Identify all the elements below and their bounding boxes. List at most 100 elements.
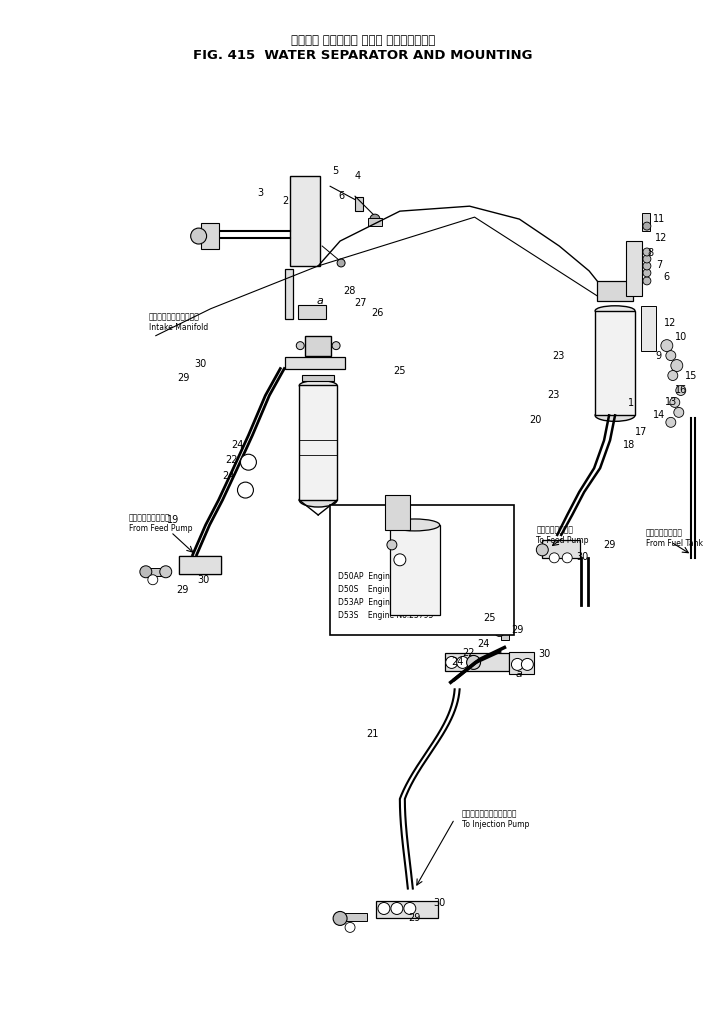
Text: From Feed Pump: From Feed Pump	[129, 524, 193, 534]
Text: 30: 30	[198, 574, 209, 585]
Bar	[302, 375, 334, 381]
Ellipse shape	[595, 306, 635, 315]
Ellipse shape	[390, 519, 440, 530]
Text: 14: 14	[653, 411, 665, 421]
Bar	[368, 218, 382, 226]
Circle shape	[148, 574, 158, 585]
Bar	[641, 306, 656, 350]
Text: To Feed Pump: To Feed Pump	[537, 537, 589, 546]
Circle shape	[297, 342, 304, 349]
Bar	[390, 525, 440, 614]
Text: D50S    Engine No.23308-: D50S Engine No.23308-	[338, 585, 436, 594]
Text: 3: 3	[257, 188, 263, 199]
Circle shape	[378, 902, 390, 914]
Bar	[330, 505, 515, 635]
Text: 4: 4	[355, 171, 361, 181]
Text: 30: 30	[195, 358, 206, 369]
Circle shape	[643, 222, 651, 230]
Text: 18: 18	[623, 440, 635, 451]
Text: 23: 23	[547, 390, 560, 400]
Bar	[542, 540, 580, 558]
Text: インジェクションポンプへ: インジェクションポンプへ	[462, 809, 517, 818]
Text: 12: 12	[664, 317, 676, 328]
Bar	[626, 241, 642, 296]
Text: 24: 24	[231, 440, 244, 451]
Bar	[595, 310, 635, 416]
Bar	[179, 556, 220, 573]
Circle shape	[160, 566, 172, 578]
Text: 8: 8	[648, 248, 654, 258]
Circle shape	[632, 254, 642, 264]
Bar	[149, 567, 169, 575]
Text: FIG. 415  WATER SEPARATOR AND MOUNTING: FIG. 415 WATER SEPARATOR AND MOUNTING	[193, 49, 533, 62]
Text: 29: 29	[409, 913, 421, 924]
Text: 22: 22	[462, 648, 475, 658]
Circle shape	[550, 553, 559, 563]
Bar	[597, 281, 633, 301]
Text: 30: 30	[576, 552, 588, 562]
Text: 16: 16	[675, 385, 687, 395]
Text: 24: 24	[222, 471, 235, 481]
Text: Intake Manifold: Intake Manifold	[149, 324, 208, 332]
Text: a: a	[317, 296, 324, 306]
Circle shape	[643, 262, 651, 270]
Text: フェルタンクから: フェルタンクから	[646, 528, 683, 538]
Text: 29: 29	[603, 540, 615, 550]
Circle shape	[238, 482, 254, 498]
Text: ウォータ セパレータ および マウンティング: ウォータ セパレータ および マウンティング	[291, 35, 435, 47]
Text: 6: 6	[664, 272, 670, 282]
Text: 25: 25	[393, 366, 406, 376]
Circle shape	[643, 255, 651, 263]
Circle shape	[333, 911, 347, 926]
Circle shape	[676, 385, 686, 395]
Text: 12: 12	[655, 233, 667, 243]
Bar	[285, 269, 293, 318]
Text: 21: 21	[366, 729, 378, 739]
Circle shape	[511, 658, 523, 671]
Circle shape	[643, 276, 651, 285]
Circle shape	[140, 566, 152, 578]
Circle shape	[666, 418, 676, 427]
Text: 10: 10	[675, 332, 687, 342]
Circle shape	[671, 359, 683, 372]
Circle shape	[632, 247, 642, 257]
Text: 20: 20	[529, 416, 542, 425]
Circle shape	[643, 248, 651, 256]
Bar	[642, 213, 650, 231]
Text: 29: 29	[511, 625, 523, 635]
Ellipse shape	[595, 410, 635, 421]
Circle shape	[370, 214, 380, 224]
Circle shape	[666, 350, 676, 360]
Text: D53S    Engine No.23795~: D53S Engine No.23795~	[338, 611, 440, 621]
Ellipse shape	[300, 381, 337, 390]
Circle shape	[387, 540, 397, 550]
Text: 22: 22	[225, 456, 238, 465]
Bar	[290, 176, 320, 266]
Bar	[300, 385, 337, 500]
Bar	[345, 913, 367, 922]
Circle shape	[403, 902, 416, 914]
Circle shape	[632, 268, 642, 278]
Circle shape	[394, 554, 406, 566]
Text: 29: 29	[177, 585, 189, 595]
Bar	[385, 495, 410, 530]
Circle shape	[632, 261, 642, 271]
Text: 24: 24	[451, 657, 464, 668]
Bar	[305, 336, 331, 355]
Text: 7: 7	[656, 260, 662, 270]
Text: 29: 29	[177, 373, 190, 383]
Circle shape	[446, 656, 457, 669]
Bar	[445, 653, 510, 672]
Ellipse shape	[300, 494, 337, 507]
Circle shape	[190, 228, 206, 244]
Circle shape	[494, 627, 505, 637]
Circle shape	[241, 455, 257, 470]
Text: 25: 25	[483, 612, 496, 623]
Bar	[502, 617, 510, 640]
Text: 26: 26	[371, 308, 383, 317]
Text: 19: 19	[166, 515, 179, 525]
Circle shape	[668, 371, 678, 381]
Text: 28: 28	[343, 286, 356, 296]
Text: 11: 11	[653, 214, 665, 224]
Circle shape	[632, 275, 642, 286]
